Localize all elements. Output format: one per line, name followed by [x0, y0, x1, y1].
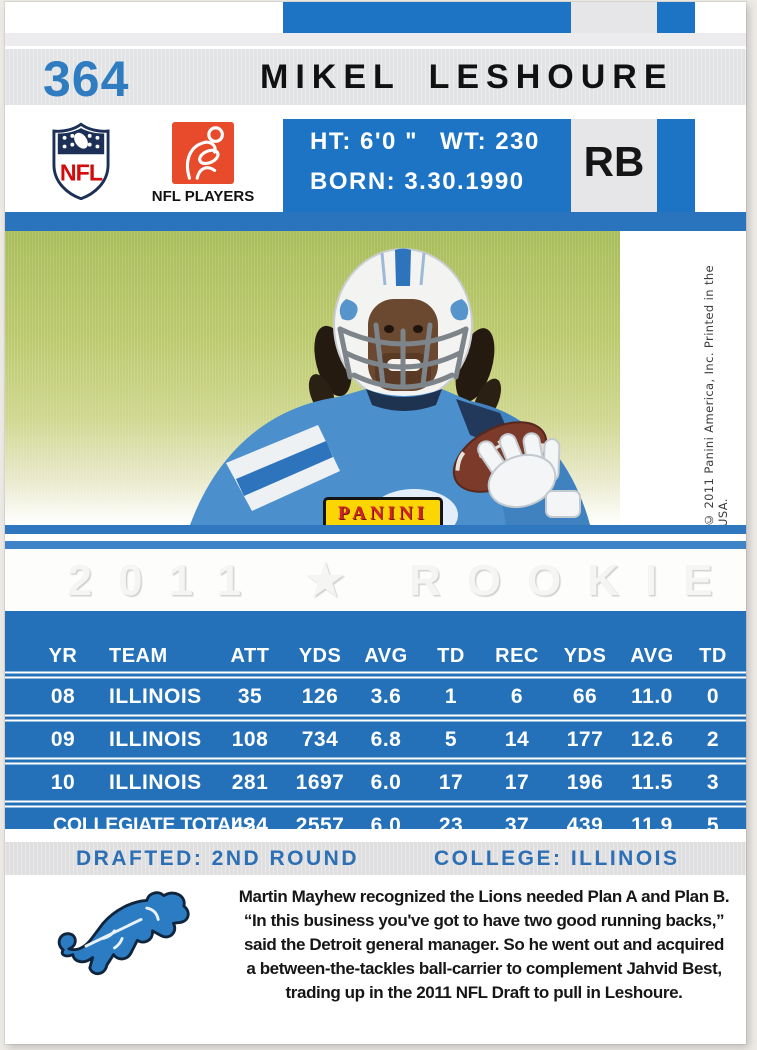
row-divider — [5, 670, 746, 680]
bio-line: trading up in the 2011 NFL Draft to pull… — [285, 983, 683, 1002]
weight-value: WT: 230 — [439, 128, 540, 155]
nfl-players-icon — [172, 122, 234, 184]
stat-header: ATT — [230, 644, 270, 667]
stat-header: AVG — [364, 644, 408, 667]
trading-card-back: 364 MIKEL LESHOURE NFL NFL PLAYERS HT: 6… — [5, 2, 746, 1044]
stats-header-row: YR TEAM ATT YDS AVG TD REC YDS AVG TD — [5, 642, 746, 670]
vitals-born: BORN: 3.30.1990 — [310, 168, 525, 196]
stat-cell: 14 — [504, 727, 530, 751]
college-name: COLLEGE: ILLINOIS — [434, 847, 680, 870]
stat-header: YDS — [563, 644, 607, 667]
row-divider — [5, 799, 746, 809]
row-divider — [5, 756, 746, 766]
name-band: 364 MIKEL LESHOURE — [5, 49, 746, 107]
stat-cell: 281 — [231, 770, 269, 794]
lions-logo-icon — [57, 891, 190, 976]
stat-cell: 6.8 — [370, 727, 402, 751]
college-stats-table: YR TEAM ATT YDS AVG TD REC YDS AVG TD 08… — [5, 611, 746, 837]
divider — [5, 46, 746, 49]
footer: Martin Mayhew recognized the Lions neede… — [5, 875, 746, 1044]
photo-top-stripe — [5, 212, 746, 231]
stat-cell: 10 — [50, 770, 76, 794]
bio-line: said the Detroit general manager. So he … — [243, 935, 725, 954]
stat-cell: 734 — [301, 727, 339, 751]
stat-cell: 1697 — [295, 770, 345, 794]
bio-paragraph: Martin Mayhew recognized the Lions neede… — [228, 885, 740, 1005]
stat-cell: 09 — [50, 727, 76, 751]
stat-cell: 37 — [504, 813, 530, 837]
nfl-shield-icon: NFL — [52, 122, 110, 200]
stat-header: AVG — [630, 644, 674, 667]
top-gray-stripe — [5, 33, 746, 46]
stat-header: REC — [495, 644, 539, 667]
card-number: 364 — [43, 51, 130, 107]
bio-line: a between-the-tackles ball-carrier to co… — [246, 959, 722, 978]
height-value: HT: 6'0 " — [310, 128, 418, 155]
stat-header: TD — [437, 644, 465, 667]
copyright-text: © 2011 Panini America, Inc. Printed in t… — [702, 264, 730, 527]
stat-header: YDS — [298, 644, 342, 667]
stat-cell: 3.6 — [370, 684, 402, 708]
stat-cell: 5 — [444, 727, 458, 751]
stats-row-2010: 10 ILLINOIS 281 1697 6.0 17 17 196 11.5 … — [5, 766, 746, 799]
stat-cell: 108 — [231, 727, 269, 751]
stat-cell: 35 — [237, 684, 263, 708]
stats-row-2009: 09 ILLINOIS 108 734 6.8 5 14 177 12.6 2 — [5, 723, 746, 756]
stat-cell: 5 — [706, 813, 720, 837]
thin-blue-stripe — [5, 541, 746, 549]
row-divider — [5, 713, 746, 723]
stat-cell: 11.0 — [631, 684, 673, 708]
stat-cell: 17 — [504, 770, 530, 794]
stat-header: TD — [699, 644, 727, 667]
stat-cell: 439 — [566, 813, 604, 837]
stat-cell: 2557 — [295, 813, 345, 837]
stat-cell: ILLINOIS — [109, 727, 202, 751]
stat-cell: 66 — [572, 684, 598, 708]
stat-cell: ILLINOIS — [109, 684, 202, 708]
svg-text:NFL: NFL — [60, 159, 103, 185]
divider — [5, 105, 746, 119]
stats-row-totals: COLLEGIATE TOTALS 424 2557 6.0 23 37 439… — [5, 809, 746, 842]
stat-cell: 11.5 — [631, 770, 673, 794]
drafted-round: DRAFTED: 2ND ROUND — [76, 847, 359, 870]
stat-cell: 6 — [510, 684, 524, 708]
stat-header: TEAM — [109, 644, 168, 667]
position-badge: RB — [583, 138, 645, 185]
stat-cell: 23 — [438, 813, 464, 837]
stat-cell: 424 — [231, 813, 269, 837]
panini-label: PANINI — [337, 503, 429, 524]
stat-cell: 6.0 — [370, 770, 402, 794]
stats-row-2008: 08 ILLINOIS 35 126 3.6 1 6 66 11.0 0 — [5, 680, 746, 713]
bio-line: Martin Mayhew recognized the Lions neede… — [238, 887, 730, 906]
born-value: BORN: 3.30.1990 — [310, 168, 525, 195]
stat-cell: 196 — [566, 770, 604, 794]
player-photo: © 2011 Panini America, Inc. Printed in t… — [5, 231, 746, 534]
stat-cell: 08 — [50, 684, 76, 708]
stat-cell: 6.0 — [370, 813, 402, 837]
photo-bottom-stripe — [5, 525, 746, 534]
totals-label: COLLEGIATE TOTALS — [53, 814, 256, 836]
stat-header: YR — [48, 644, 78, 667]
stat-cell: 177 — [566, 727, 604, 751]
rookie-emboss-band: 2011 ★ ROOKIE — [5, 549, 746, 611]
stat-cell: 0 — [706, 684, 720, 708]
stat-cell: 11.9 — [631, 813, 673, 837]
stat-cell: 3 — [706, 770, 720, 794]
stat-cell: 1 — [444, 684, 458, 708]
rookie-emboss-text: 2011 ★ ROOKIE — [67, 555, 739, 605]
stat-cell: ILLINOIS — [109, 770, 202, 794]
stat-cell: 126 — [301, 684, 339, 708]
player-name: MIKEL LESHOURE — [260, 58, 674, 96]
draft-info-band: DRAFTED: 2ND ROUND COLLEGE: ILLINOIS — [5, 842, 746, 875]
nfl-players-label: NFL PLAYERS — [151, 188, 255, 205]
player-illustration — [190, 248, 590, 525]
vitals-height-weight: HT: 6'0 " WT: 230 — [310, 128, 540, 156]
stat-cell: 17 — [438, 770, 464, 794]
stat-cell: 12.6 — [630, 727, 674, 751]
stat-cell: 2 — [706, 727, 720, 751]
bio-line: “In this business you've got to have two… — [243, 911, 725, 930]
